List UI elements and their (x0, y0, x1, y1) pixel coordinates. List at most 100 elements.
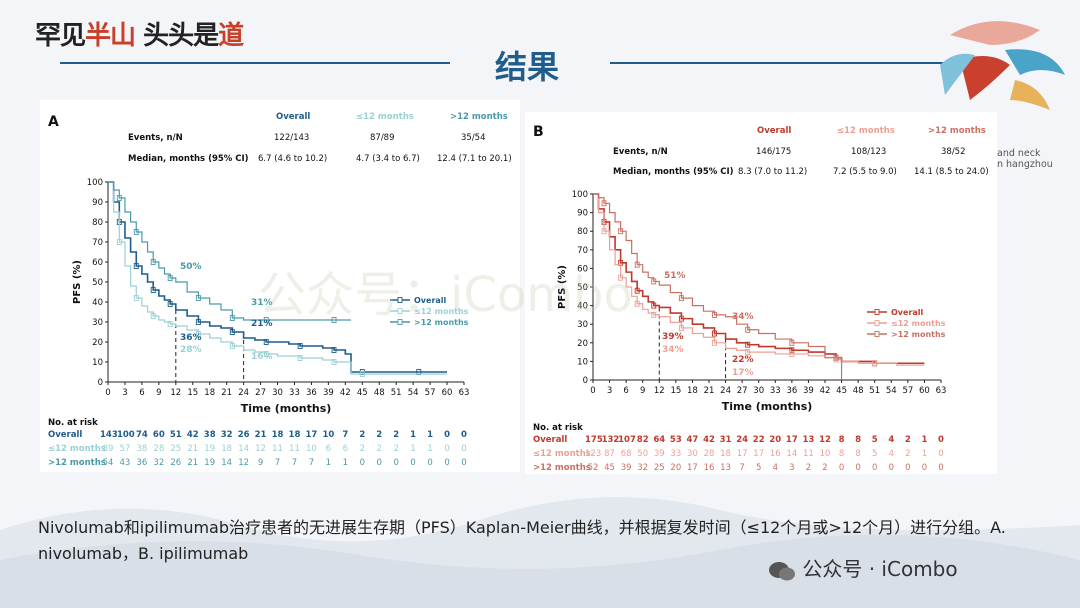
risk-cell: 2 (805, 463, 812, 473)
risk-cell: 19 (204, 444, 216, 454)
y-tick-label: 90 (92, 198, 103, 208)
panel-b: B Overall ≤12 months >12 months Events, … (525, 112, 997, 474)
panel-b-risk-label: No. at risk (533, 423, 583, 433)
risk-cell: 50 (637, 449, 649, 459)
x-tick-label: 36 (786, 386, 797, 396)
risk-cell: 0 (921, 463, 928, 473)
risk-cell: 31 (719, 435, 732, 445)
risk-cell: 0 (938, 463, 944, 473)
risk-row-label: ≤12 months (48, 444, 106, 454)
risk-cell: 10 (819, 449, 831, 459)
risk-cell: 30 (687, 449, 698, 459)
panel-b-milestone-overall-24m: 22% (732, 355, 754, 365)
censor-mark (195, 331, 201, 337)
y-axis-label: PFS (%) (557, 265, 568, 309)
panel-b-median-overall: 8.3 (7.0 to 11.2) (738, 167, 808, 177)
panel-b-median-le12: 7.2 (5.5 to 9.0) (833, 167, 897, 177)
km-curve-≤12 months (593, 193, 925, 366)
panel-a-head-le12: ≤12 months (356, 112, 414, 122)
risk-cell: 132 (601, 435, 620, 445)
risk-cell: 89 (102, 444, 114, 454)
panel-b-events-label: Events, n/N (613, 147, 668, 157)
risk-cell: 6 (342, 444, 349, 454)
panel-b-label: B (533, 124, 544, 140)
y-tick-label: 30 (577, 320, 588, 330)
panel-a-milestone-gt12-24m: 31% (251, 298, 273, 308)
risk-cell: 123 (585, 449, 602, 459)
risk-cell: 26 (237, 430, 250, 440)
x-tick-label: 6 (139, 388, 144, 398)
risk-cell: 26 (170, 458, 182, 468)
risk-cell: 38 (136, 444, 148, 454)
panel-b-milestone-overall-12m: 39% (662, 332, 684, 342)
panel-a: A Overall ≤12 months >12 months Events, … (40, 100, 520, 472)
risk-cell: 0 (461, 430, 467, 440)
risk-cell: 18 (221, 444, 233, 454)
risk-cell: 2 (359, 444, 365, 454)
risk-cell: 32 (637, 463, 649, 473)
risk-cell: 0 (461, 444, 467, 454)
censor-mark (297, 355, 303, 361)
censor-mark (601, 200, 607, 207)
censor-mark (789, 347, 795, 354)
panel-a-events-le12: 87/89 (370, 133, 395, 143)
censor-mark (745, 349, 751, 356)
x-tick-label: 57 (902, 386, 913, 396)
risk-cell: 39 (653, 449, 665, 459)
risk-cell: 2 (376, 430, 383, 440)
censor-mark (263, 351, 269, 357)
censor-mark (618, 228, 624, 235)
risk-cell: 0 (838, 463, 845, 473)
y-tick-label: 20 (577, 339, 588, 349)
censor-mark (297, 343, 303, 349)
panel-a-risk-label: No. at risk (48, 418, 98, 428)
legend-label: >12 months (891, 330, 946, 339)
risk-cell: 20 (670, 463, 682, 473)
risk-cell: 100 (116, 430, 135, 440)
km-curve-≤12 months (108, 181, 448, 375)
risk-cell: 39 (620, 463, 632, 473)
panel-b-milestone-gt12-12m: 51% (664, 271, 686, 281)
risk-cell: 47 (686, 435, 699, 445)
x-tick-label: 24 (720, 386, 731, 396)
x-tick-label: 30 (753, 386, 764, 396)
x-tick-label: 60 (919, 386, 930, 396)
risk-cell: 53 (669, 435, 682, 445)
x-tick-label: 60 (442, 388, 453, 398)
y-tick-label: 20 (92, 338, 103, 348)
censor-mark (872, 360, 878, 367)
y-tick-label: 70 (92, 238, 103, 248)
panel-b-head-gt12: >12 months (928, 126, 986, 136)
risk-cell: 51 (169, 430, 182, 440)
x-tick-label: 48 (853, 386, 864, 396)
risk-cell: 12 (819, 435, 831, 445)
x-tick-label: 27 (255, 388, 266, 398)
risk-cell: 82 (636, 435, 649, 445)
risk-cell: 0 (444, 430, 450, 440)
mountain-mist-background (0, 497, 1080, 608)
x-tick-label: 51 (391, 388, 402, 398)
risk-cell: 1 (410, 430, 417, 440)
risk-cell: 17 (753, 449, 765, 459)
wechat-watermark: 公众号 · iCombo (768, 553, 958, 582)
panel-b-events-gt12: 38/52 (941, 147, 966, 157)
legend-label: Overall (414, 296, 447, 305)
panel-a-head-gt12: >12 months (450, 112, 508, 122)
censor-mark (634, 300, 640, 307)
risk-cell: 1 (921, 449, 928, 459)
risk-cell: 0 (938, 449, 944, 459)
panel-a-milestone-le12-24m: 16% (251, 352, 273, 362)
x-tick-label: 63 (459, 388, 470, 398)
panel-b-events-overall: 146/175 (756, 147, 792, 157)
x-tick-label: 0 (105, 388, 110, 398)
risk-cell: 1 (427, 444, 433, 454)
censor-mark (229, 315, 235, 321)
censor-mark (618, 274, 624, 281)
censor-mark (745, 341, 751, 348)
x-tick-label: 3 (122, 388, 127, 398)
x-tick-label: 33 (289, 388, 300, 398)
risk-cell: 16 (769, 449, 781, 459)
censor-mark (229, 329, 235, 335)
censor-mark (359, 371, 365, 377)
risk-cell: 0 (410, 458, 416, 468)
